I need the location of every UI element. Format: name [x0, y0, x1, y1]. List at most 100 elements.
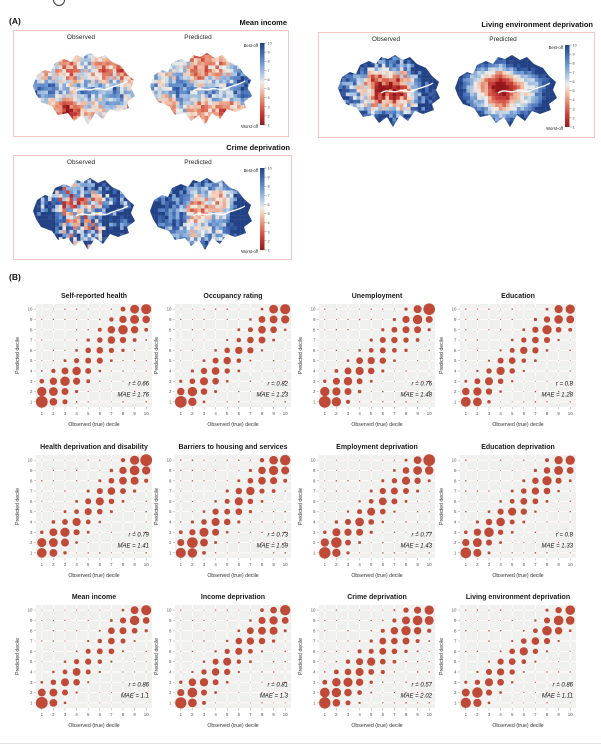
y-tick-label: 6 [30, 348, 33, 353]
x-tick-label: 3 [488, 712, 491, 717]
x-tick-label: 6 [99, 562, 102, 567]
y-tick-label: 7 [169, 338, 172, 343]
x-tick-label: 7 [534, 411, 537, 416]
x-tick-label: 7 [393, 411, 396, 416]
y-axis-label: Predicted decile [15, 488, 21, 525]
x-tick-label: 4 [214, 712, 217, 717]
bubble-plot-canvas: 10 9 8 7 6 5 4 3 2 1 1 2 3 4 5 6 7 8 9 10 r = 0.57 MAE = 2.02… [298, 605, 435, 729]
choropleth-map-predicted [150, 178, 252, 250]
colorbar-tick-label: 2 [268, 239, 270, 243]
colorbar-tick-label: 8 [268, 60, 270, 64]
y-tick-label: 5 [313, 358, 316, 363]
bubble-matrix [460, 304, 575, 407]
x-tick-label: 6 [382, 411, 385, 416]
y-tick-label: 4 [169, 368, 172, 373]
y-tick-label: 6 [169, 499, 172, 504]
x-tick-label: 9 [557, 411, 560, 416]
y-tick-label: 2 [454, 389, 457, 394]
mae-value-label: MAE = 1.11 [542, 694, 573, 700]
x-tick-label: 4 [75, 411, 78, 416]
x-tick-label: 4 [499, 562, 502, 567]
choropleth-map-predicted [455, 55, 557, 127]
y-axis-label: Predicted decile [439, 337, 445, 374]
x-tick-label: 4 [499, 712, 502, 717]
x-tick-label: 7 [249, 562, 252, 567]
mae-value-label: MAE = 1.33 [541, 544, 573, 550]
bubble-plot-canvas: 10 9 8 7 6 5 4 3 2 1 1 2 3 4 5 6 7 8 9 10 r = 0.77 MAE = 1.43… [298, 454, 436, 579]
r-value-label: r = 0.86 [552, 683, 573, 689]
x-tick-label: 1 [465, 562, 468, 567]
y-tick-label: 3 [30, 530, 33, 535]
x-tick-label: 8 [261, 411, 264, 416]
y-tick-label: 9 [30, 468, 33, 473]
y-axis-label: Predicted decile [154, 488, 160, 525]
y-tick-label: 2 [454, 690, 457, 695]
y-tick-label: 7 [169, 639, 172, 644]
x-tick-label: 3 [488, 562, 491, 567]
x-tick-label: 3 [203, 411, 206, 416]
bubble-matrix [319, 605, 434, 709]
colorbar-gradient [260, 168, 265, 250]
bubble-plot-title: Barriers to housing and services [178, 444, 288, 451]
x-tick-label: 6 [99, 712, 102, 717]
mae-value-label: MAE = 2.02 [400, 694, 432, 700]
x-tick-label: 8 [546, 712, 549, 717]
map-mosaic [338, 55, 440, 127]
panel-b-label: (B) [9, 272, 21, 282]
y-tick-label: 4 [313, 368, 316, 373]
r-value-label: r = 0.57 [411, 683, 432, 689]
x-tick-label: 7 [249, 712, 252, 717]
colorbar-gradient [260, 43, 265, 125]
y-tick-label: 8 [169, 327, 172, 332]
bubble-matrix [36, 454, 153, 558]
x-tick-label: 2 [52, 411, 55, 416]
x-tick-label: 3 [203, 712, 206, 717]
colorbar-tick-label: 7 [268, 194, 270, 198]
y-tick-label: 1 [169, 550, 172, 555]
x-tick-label: 2 [52, 562, 55, 567]
y-tick-label: 9 [454, 317, 457, 322]
y-axis-label: Predicted decile [298, 488, 304, 525]
y-tick-label: 10 [452, 307, 457, 312]
y-axis-label: Predicted decile [439, 638, 445, 675]
predicted-map-label: Predicted [489, 36, 517, 43]
y-tick-label: 7 [313, 338, 316, 343]
x-axis-label: Observed (true) decile [351, 422, 402, 428]
y-tick-label: 1 [30, 700, 33, 705]
x-tick-label: 5 [226, 562, 229, 567]
bubble-matrix [35, 304, 152, 408]
colorbar-tick-label: 1 [268, 124, 270, 128]
x-tick-label: 9 [272, 562, 275, 567]
y-tick-label: 7 [454, 489, 457, 494]
bubble-plot-living-environment-deprivation: Living environment deprivation 10 9 8 7 6 5 4 3 2… [436, 593, 576, 738]
y-tick-label: 5 [169, 509, 172, 514]
y-tick-label: 1 [313, 399, 316, 404]
colorbar-tick-label: 2 [268, 114, 270, 118]
y-tick-label: 9 [30, 618, 33, 623]
bubble-plot-education-deprivation: Education deprivation 10 9 8 7 6 5 4 3 2 1 1 2 3 4 5 6 7 8… [436, 443, 576, 588]
x-tick-label: 4 [214, 562, 217, 567]
bubble-plot-title: Living environment deprivation [465, 594, 571, 601]
bubble-plot-title: Income deprivation [200, 594, 266, 601]
y-tick-label: 6 [454, 499, 457, 504]
mae-value-label: MAE = 1.1 [121, 694, 149, 700]
x-tick-label: 10 [283, 562, 288, 567]
x-tick-label: 4 [214, 411, 217, 416]
y-tick-label: 3 [169, 680, 172, 685]
x-tick-label: 10 [427, 712, 432, 717]
y-tick-label: 10 [28, 458, 33, 463]
x-tick-label: 1 [180, 562, 183, 567]
x-tick-label: 9 [272, 411, 275, 416]
map-mosaic [33, 53, 135, 125]
x-tick-label: 1 [465, 712, 468, 717]
mae-value-label: MAE = 1.59 [256, 544, 288, 550]
y-tick-label: 7 [30, 639, 33, 644]
bubble-matrix [318, 303, 436, 408]
x-tick-label: 4 [75, 712, 78, 717]
y-tick-label: 9 [313, 618, 316, 623]
colorbar-tick-label: 4 [268, 96, 270, 100]
choropleth-map-observed [33, 178, 135, 250]
x-tick-label: 10 [427, 562, 432, 567]
y-tick-label: 9 [30, 317, 33, 322]
y-tick-label: 9 [169, 317, 172, 322]
